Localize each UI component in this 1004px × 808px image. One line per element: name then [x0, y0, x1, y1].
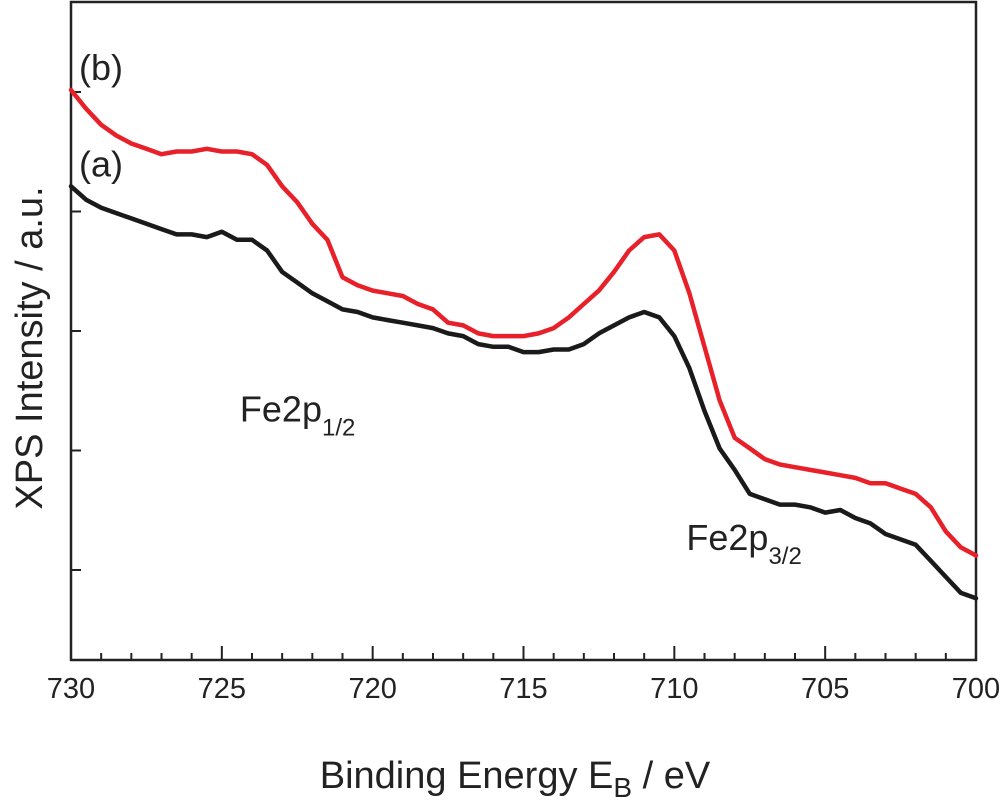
x-axis-tick-labels: 730 725 720 715 710 705 700 — [47, 673, 1000, 705]
x-tick-label: 710 — [650, 673, 698, 705]
x-tick-label: 705 — [801, 673, 849, 705]
series-line-a — [68, 184, 979, 601]
series-layer — [68, 87, 979, 601]
y-axis-title: XPS Intensity / a.u. — [9, 186, 51, 509]
plot-frame — [69, 0, 978, 662]
series-labels: (a) (b) — [79, 47, 123, 184]
series-label-a: (a) — [79, 143, 123, 184]
series-line-b — [68, 87, 979, 558]
x-axis-ticks — [70, 646, 977, 660]
x-tick-label: 715 — [499, 673, 547, 705]
x-tick-label: 725 — [198, 673, 246, 705]
annotation-fe2p12: Fe2p1/2 — [240, 389, 355, 442]
x-tick-label: 700 — [952, 673, 1000, 705]
annotation-fe2p32: Fe2p3/2 — [686, 517, 801, 570]
x-tick-label: 720 — [348, 673, 396, 705]
series-label-b: (b) — [79, 47, 123, 88]
annotations: Fe2p1/2 Fe2p3/2 — [240, 389, 802, 570]
x-axis-title: Binding Energy EB / eV — [320, 755, 711, 803]
x-tick-label: 730 — [47, 673, 95, 705]
